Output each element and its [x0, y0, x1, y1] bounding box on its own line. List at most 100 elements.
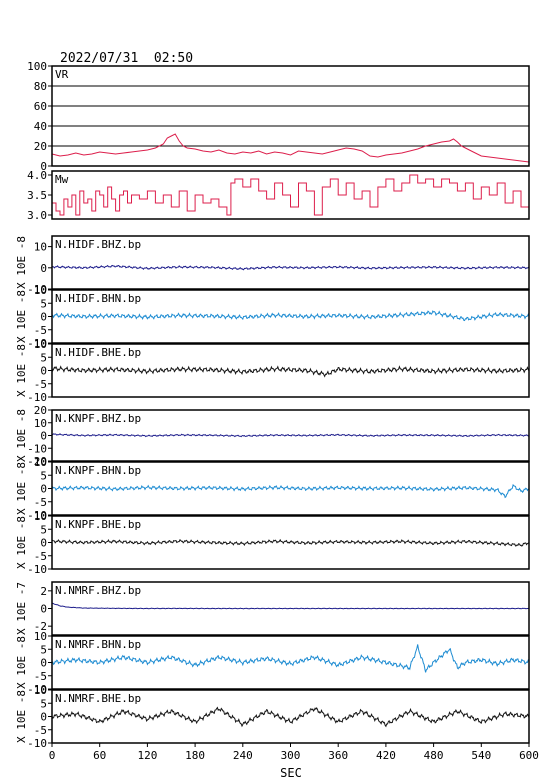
y-axis-label: X 10E -8	[15, 344, 28, 397]
y-axis-label: X 10E -8	[15, 636, 28, 689]
series-line	[51, 706, 530, 728]
y-axis-label: X 10E -7	[15, 582, 28, 635]
series-line	[51, 538, 530, 547]
panel-0: 0 20 40 60 80 100 VR	[27, 60, 530, 173]
y-tick-label: 0	[40, 483, 47, 496]
y-axis-label: X 10E -8	[15, 409, 28, 462]
panel-frame	[51, 343, 530, 398]
y-tick-label: 3.5	[27, 189, 47, 202]
y-tick-label: 100	[27, 60, 47, 73]
y-tick-label: 20	[34, 140, 47, 153]
panel-1: 3.0 3.5 4.0 Mw	[27, 169, 530, 222]
y-axis-label: X 10E -8	[15, 690, 28, 743]
series-line	[51, 433, 530, 438]
y-axis-label: X 10E -8	[15, 462, 28, 515]
y-tick-label: 0	[40, 657, 47, 670]
panel-frame	[51, 581, 530, 636]
y-tick-label: 40	[34, 120, 47, 133]
y-tick-label: -10	[27, 283, 47, 296]
y-tick-label: 5	[40, 643, 47, 656]
panel-label: VR	[55, 68, 69, 81]
series-line	[51, 133, 530, 163]
x-tick-label: 120	[137, 749, 157, 762]
series-line	[51, 602, 530, 610]
panel-label: N.KNPF.BHN.bp	[55, 464, 141, 477]
x-tick-label: 600	[519, 749, 539, 762]
y-axis-label: X 10E -8	[15, 516, 28, 569]
panel-label: N.KNPF.BHZ.bp	[55, 412, 141, 425]
panel-frame	[51, 65, 530, 167]
y-tick-label: 10	[34, 284, 47, 297]
y-tick-label: 3.0	[27, 209, 47, 222]
x-tick-label: 480	[424, 749, 444, 762]
y-tick-label: -10	[27, 391, 47, 404]
panel-frame	[51, 515, 530, 570]
y-tick-label: 5	[40, 469, 47, 482]
y-tick-label: -10	[27, 737, 47, 750]
series-line	[51, 644, 530, 673]
y-tick-label: 10	[34, 417, 47, 430]
series-line	[52, 174, 530, 216]
y-tick-label: 10	[34, 510, 47, 523]
panel-frame	[51, 409, 530, 462]
y-tick-label: 10	[34, 456, 47, 469]
y-tick-label: 10	[34, 630, 47, 643]
y-tick-label: 4.0	[27, 169, 47, 182]
y-tick-label: 0	[40, 430, 47, 443]
panel-8: -2 0 2 N.NMRF.BHZ.bp X 10E -7	[15, 581, 530, 636]
panel-2: -10 0 10 N.HIDF.BHZ.bp X 10E -8	[15, 235, 530, 296]
y-tick-label: -10	[27, 337, 47, 350]
x-tick-label: 0	[49, 749, 56, 762]
panel-label: N.HIDF.BHN.bp	[55, 292, 141, 305]
y-tick-label: -5	[34, 724, 47, 737]
panel-label: N.NMRF.BHZ.bp	[55, 584, 141, 597]
panel-frame	[51, 635, 530, 690]
y-tick-label: -5	[34, 324, 47, 337]
series-line	[51, 264, 530, 271]
y-tick-label: 0	[40, 603, 47, 616]
y-tick-label: -10	[27, 563, 47, 576]
y-axis-label: X 10E -8	[15, 290, 28, 343]
datetime-label: 2022/07/31 02:50	[60, 51, 193, 66]
y-tick-label: 0	[40, 160, 47, 173]
y-tick-label: 2	[40, 585, 47, 598]
y-tick-label: 10	[34, 338, 47, 351]
y-tick-label: 60	[34, 100, 47, 113]
y-tick-label: -5	[34, 496, 47, 509]
panel-label: Mw	[55, 173, 69, 186]
panel-frame	[51, 235, 530, 290]
panel-label: N.HIDF.BHE.bp	[55, 346, 141, 359]
y-tick-label: 5	[40, 351, 47, 364]
y-tick-label: 5	[40, 523, 47, 536]
x-tick-label: 240	[233, 749, 253, 762]
panel-label: N.KNPF.BHE.bp	[55, 518, 141, 531]
series-line	[51, 310, 530, 322]
y-tick-label: -10	[27, 683, 47, 696]
y-tick-label: -20	[27, 455, 47, 468]
y-tick-label: 20	[34, 404, 47, 417]
y-tick-label: 0	[40, 311, 47, 324]
y-tick-label: 5	[40, 697, 47, 710]
y-tick-label: -5	[34, 550, 47, 563]
y-tick-label: -2	[34, 620, 47, 633]
x-tick-label: 60	[93, 749, 106, 762]
panel-label: N.NMRF.BHE.bp	[55, 692, 141, 705]
y-tick-label: 0	[40, 711, 47, 724]
y-tick-label: -5	[34, 378, 47, 391]
panel-label: N.HIDF.BHZ.bp	[55, 238, 141, 251]
series-line	[51, 483, 530, 499]
x-axis-label: SEC	[280, 766, 302, 780]
y-tick-label: -10	[27, 442, 47, 455]
panel-frame	[51, 289, 530, 344]
y-tick-label: 5	[40, 297, 47, 310]
y-tick-label: -10	[27, 509, 47, 522]
y-tick-label: 0	[40, 262, 47, 275]
